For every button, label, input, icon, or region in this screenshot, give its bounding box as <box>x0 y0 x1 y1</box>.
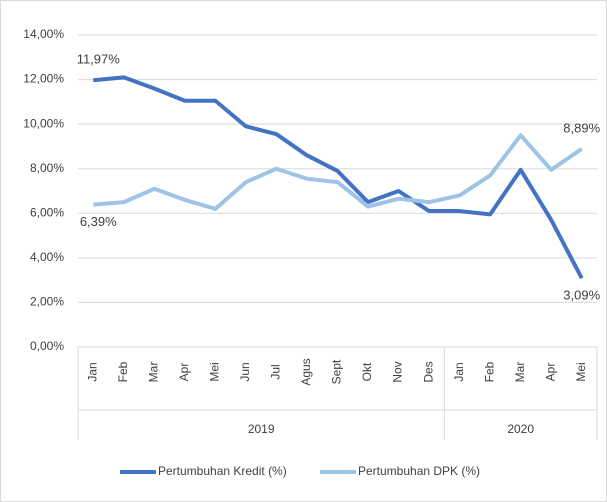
x-tick-label: Des <box>421 361 435 382</box>
group-label: 2019 <box>248 422 275 436</box>
x-tick-label: Apr <box>543 363 557 382</box>
x-tick-label: Jan <box>452 362 466 381</box>
y-tick-label: 2,00% <box>30 295 64 309</box>
y-tick-label: 6,00% <box>30 205 64 219</box>
y-tick-label: 8,00% <box>30 161 64 175</box>
data-label: 6,39% <box>80 214 117 229</box>
data-label: 11,97% <box>77 52 121 67</box>
x-tick-label: Jun <box>238 362 252 381</box>
x-tick-label: Jan <box>85 362 99 381</box>
x-tick-label: Feb <box>116 361 130 382</box>
x-tick-label: Okt <box>360 362 374 381</box>
y-tick-label: 0,00% <box>30 339 64 353</box>
legend-label: Pertumbuhan DPK (%) <box>358 464 480 478</box>
x-tick-label: Mar <box>513 362 527 383</box>
data-label: 8,89% <box>563 120 600 135</box>
y-tick-label: 12,00% <box>23 72 64 86</box>
data-label: 3,09% <box>563 288 600 303</box>
legend-label: Pertumbuhan Kredit (%) <box>158 464 287 478</box>
y-tick-label: 10,00% <box>23 116 64 130</box>
x-tick-label: Nov <box>391 361 405 382</box>
x-tick-label: Feb <box>482 361 496 382</box>
x-tick-label: Agus <box>299 358 313 385</box>
y-tick-label: 4,00% <box>30 250 64 264</box>
x-tick-label: Mei <box>574 362 588 381</box>
x-tick-label: Apr <box>177 363 191 382</box>
series-line <box>93 133 583 211</box>
x-tick-label: Mar <box>146 362 160 383</box>
group-label: 2020 <box>507 422 534 436</box>
x-tick-label: Jul <box>269 364 283 379</box>
x-tick-label: Sept <box>330 359 344 384</box>
x-tick-label: Mei <box>208 362 222 381</box>
series-line <box>93 75 584 280</box>
y-tick-label: 14,00% <box>23 27 64 41</box>
